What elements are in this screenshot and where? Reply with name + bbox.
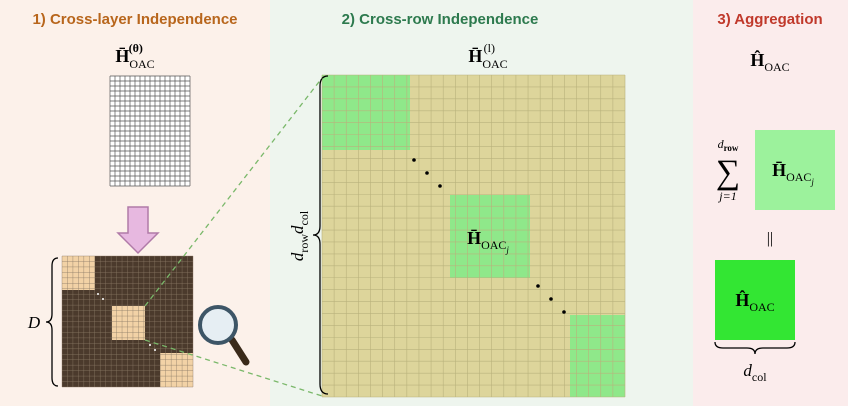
math: d <box>718 137 725 151</box>
math: col <box>297 210 311 225</box>
equals: || <box>767 230 773 247</box>
block-label: H̄OACj <box>467 228 509 255</box>
math: OAC <box>482 57 507 71</box>
math: j <box>810 177 814 187</box>
math: d <box>743 361 752 380</box>
sum-upper: drow <box>718 137 739 153</box>
math: col <box>752 370 767 384</box>
brace-label: D <box>27 313 41 332</box>
brace <box>312 75 329 395</box>
math: H̄ <box>772 160 786 180</box>
math: OAC <box>481 238 506 252</box>
big-matrix <box>321 74 626 398</box>
dot <box>97 293 99 295</box>
math: H̄ <box>115 46 129 66</box>
brace-label: dcol <box>743 361 767 384</box>
dot <box>102 298 104 300</box>
magnifier <box>198 305 238 345</box>
sum-lower: j=1 <box>717 189 736 203</box>
math: H̄ <box>468 46 482 66</box>
dark-matrix <box>61 255 194 388</box>
block-label: H̄OACj <box>772 160 814 187</box>
zoom-line <box>144 77 323 307</box>
math: Ĥ <box>750 49 764 70</box>
math: OAC <box>129 57 154 71</box>
dots <box>412 158 566 314</box>
dot <box>154 349 156 351</box>
block <box>715 260 795 340</box>
magnifier-handle <box>228 336 250 366</box>
math: j <box>505 245 509 255</box>
brace-label: drowdcol <box>288 210 311 261</box>
dot <box>149 344 151 346</box>
sum-symbol: ∑ <box>716 154 740 191</box>
math: (l) <box>484 41 495 55</box>
brace <box>714 341 796 355</box>
math: row <box>724 143 739 153</box>
math: Ĥ <box>735 289 749 310</box>
panel-title: 2) Cross-row Independence <box>342 11 539 28</box>
block <box>322 75 410 150</box>
panel-title: 1) Cross-layer Independence <box>32 11 237 28</box>
block <box>570 315 625 397</box>
result-label: ĤOAC <box>750 49 789 74</box>
block <box>755 130 835 210</box>
math: d <box>288 225 307 234</box>
math: OAC <box>786 170 811 184</box>
math: OAC <box>764 60 789 74</box>
math: row <box>297 234 311 253</box>
block <box>450 195 530 278</box>
math: OAC <box>749 300 774 314</box>
block <box>112 306 145 340</box>
arrow <box>116 206 160 255</box>
math: (θ) <box>129 41 143 55</box>
small-grid <box>109 75 191 187</box>
math: H̄ <box>467 228 481 248</box>
zoom-line <box>144 339 323 397</box>
final-label: ĤOAC <box>735 289 774 314</box>
panel-title: 3) Aggregation <box>717 11 822 28</box>
brace <box>45 257 59 387</box>
matrix-label: H̄OAC (l) <box>468 41 507 71</box>
matrix-label: H̄OAC (θ) <box>115 41 154 71</box>
math: d <box>288 252 307 261</box>
